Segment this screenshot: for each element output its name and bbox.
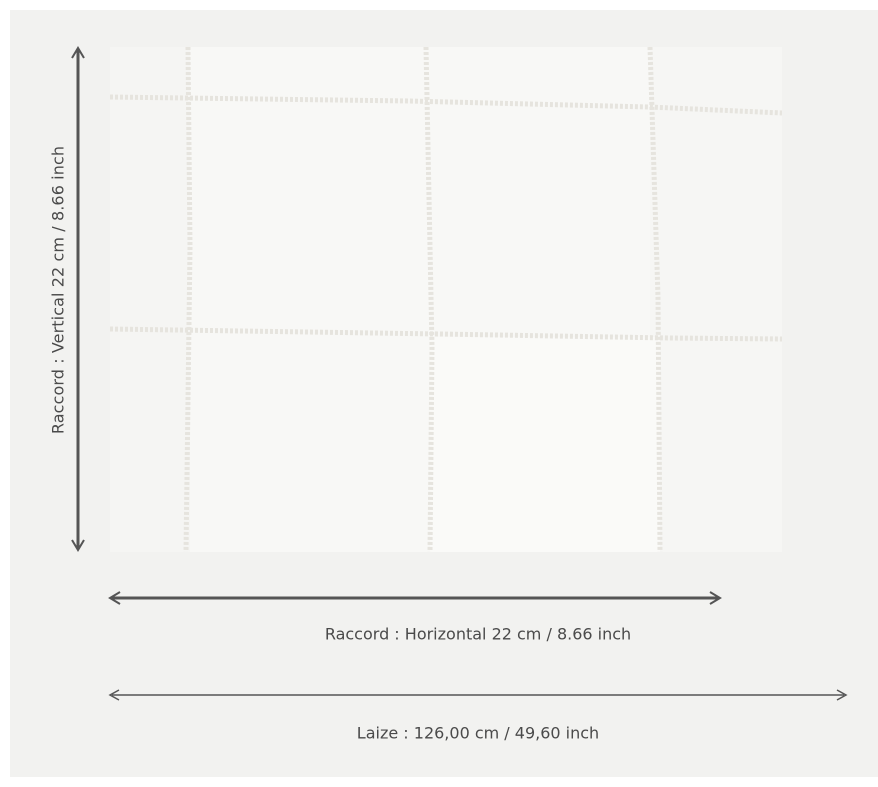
wallpaper-swatch xyxy=(110,47,782,552)
vertical-repeat-label: Raccord : Vertical 22 cm / 8.66 inch xyxy=(48,145,68,435)
width-label: Laize : 126,00 cm / 49,60 inch xyxy=(356,723,600,743)
horizontal-repeat-label: Raccord : Horizontal 22 cm / 8.66 inch xyxy=(324,624,632,644)
stitched-grid-pattern xyxy=(110,47,782,552)
